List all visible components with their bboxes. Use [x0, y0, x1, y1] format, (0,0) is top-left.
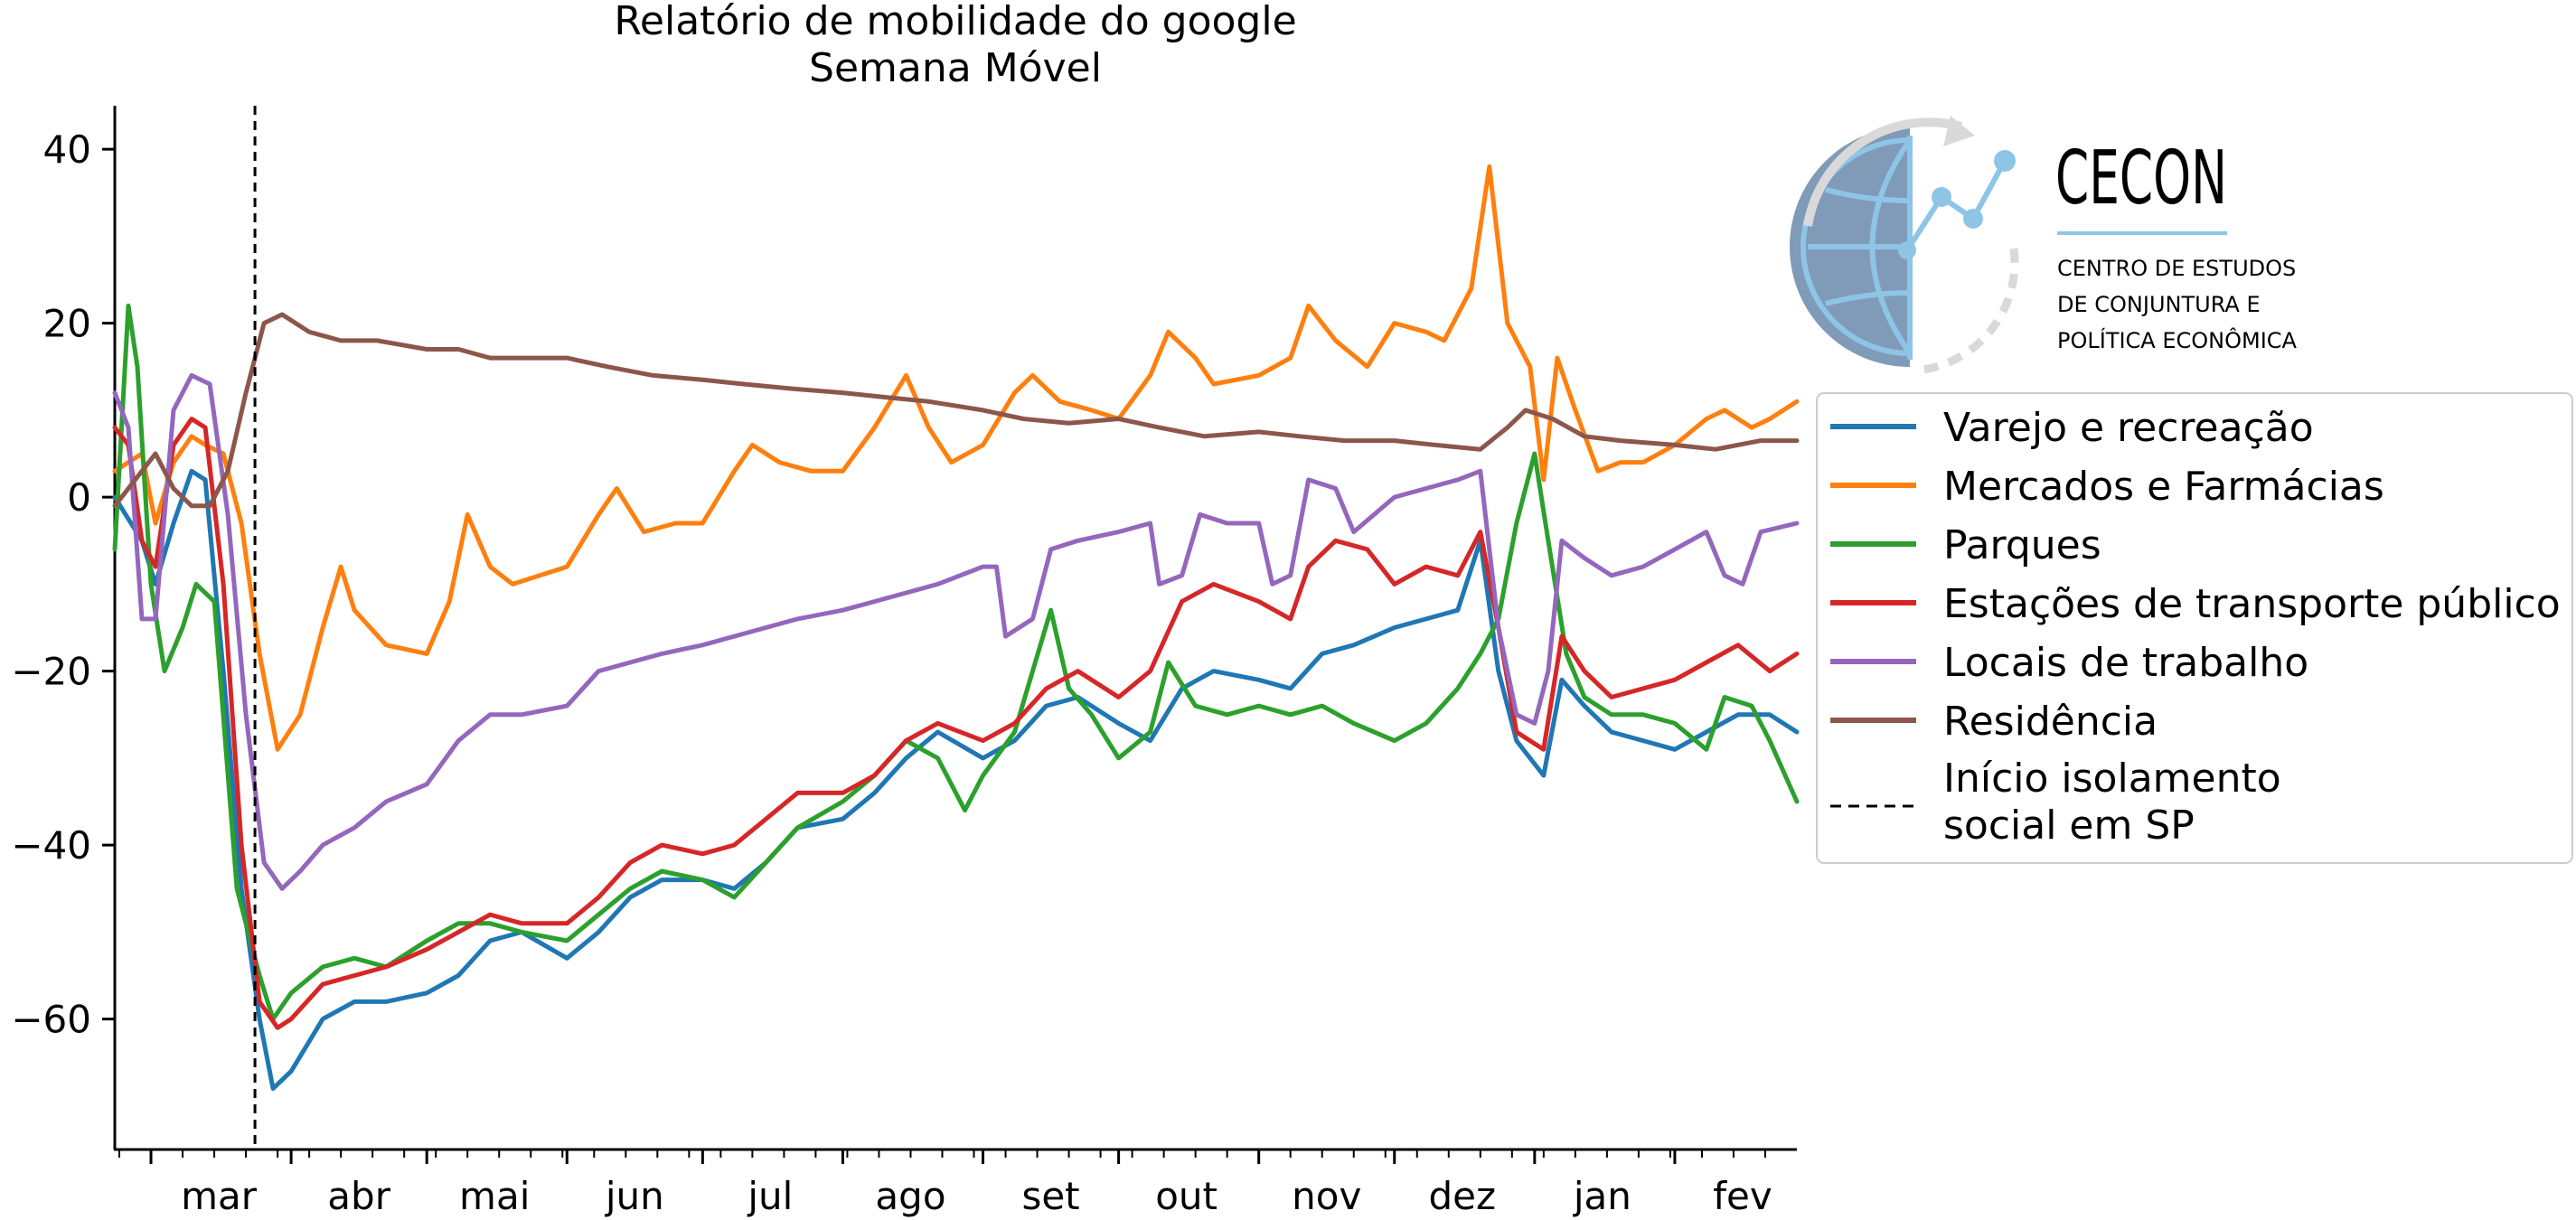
x-tick-label: set [1021, 1174, 1079, 1218]
series-line [112, 417, 1800, 1030]
chart-subtitle: Semana Móvel [809, 45, 1102, 91]
logo-arc [1803, 117, 1963, 227]
y-tick-label: −60 [11, 998, 91, 1042]
x-tick-label: jan [1573, 1174, 1631, 1218]
logo-name: CECON [2055, 136, 2227, 221]
x-tick-label: dez [1429, 1174, 1497, 1218]
x-tick-label: out [1155, 1174, 1217, 1218]
legend-label: Varejo e recreação [1943, 405, 2314, 451]
y-tick-label: 40 [43, 127, 91, 172]
legend-label: Início isolamento [1943, 755, 2281, 802]
series-line [112, 372, 1800, 891]
legend-box [1816, 392, 2573, 864]
y-axis-ticks: 40 20 0 −20 −40 −60 [11, 127, 115, 1042]
series-line [112, 312, 1800, 509]
legend-label: Residência [1943, 699, 2158, 745]
y-tick-label: 20 [43, 302, 91, 346]
legend: Varejo e recreação Mercados e Farmácias Pa… [1816, 392, 2573, 864]
y-tick-label: −20 [11, 650, 91, 694]
x-tick-label: jul [747, 1174, 793, 1218]
x-tick-label: abr [327, 1174, 390, 1218]
legend-label: Parques [1943, 522, 2101, 568]
y-tick-label: 0 [67, 475, 91, 520]
series-lines [112, 164, 1800, 1092]
logo-dot [1932, 187, 1951, 207]
logo-arc-dashed [1915, 248, 2019, 375]
legend-label: Estações de transporte público [1943, 581, 2561, 627]
legend-label: Locais de trabalho [1943, 640, 2308, 686]
series-line [112, 164, 1800, 752]
logo-dot [1994, 150, 2016, 172]
logo-arrow-head [1943, 116, 1975, 146]
y-tick-label: −40 [11, 823, 91, 868]
logo-dot [1898, 241, 1916, 259]
x-tick-label: mar [181, 1174, 258, 1218]
x-tick-label: ago [875, 1174, 945, 1218]
x-tick-label: mai [459, 1174, 530, 1218]
x-tick-label: fev [1713, 1174, 1772, 1218]
series-line [112, 468, 1800, 1092]
logo-dot [1963, 209, 1983, 229]
legend-label: social em SP [1943, 802, 2195, 849]
logo-tagline: DE CONJUNTURA E [2057, 292, 2261, 317]
series-line [112, 303, 1800, 1022]
x-tick-label: jun [605, 1174, 664, 1218]
logo-tagline: CENTRO DE ESTUDOS [2057, 256, 2296, 281]
x-axis-ticks: mar abr mai jun jul ago set out nov dez jan fev [118, 1150, 1772, 1218]
legend-label: Mercados e Farmácias [1943, 464, 2384, 510]
logo-trend-line [1904, 159, 2007, 252]
logo-tagline: POLÍTICA ECONÔMICA [2057, 326, 2298, 353]
x-tick-label: nov [1292, 1174, 1361, 1218]
chart-title: Relatório de mobilidade do google [614, 0, 1296, 44]
cecon-logo: CECON CENTRO DE ESTUDOS DE CONJUNTURA E … [1790, 116, 2298, 375]
